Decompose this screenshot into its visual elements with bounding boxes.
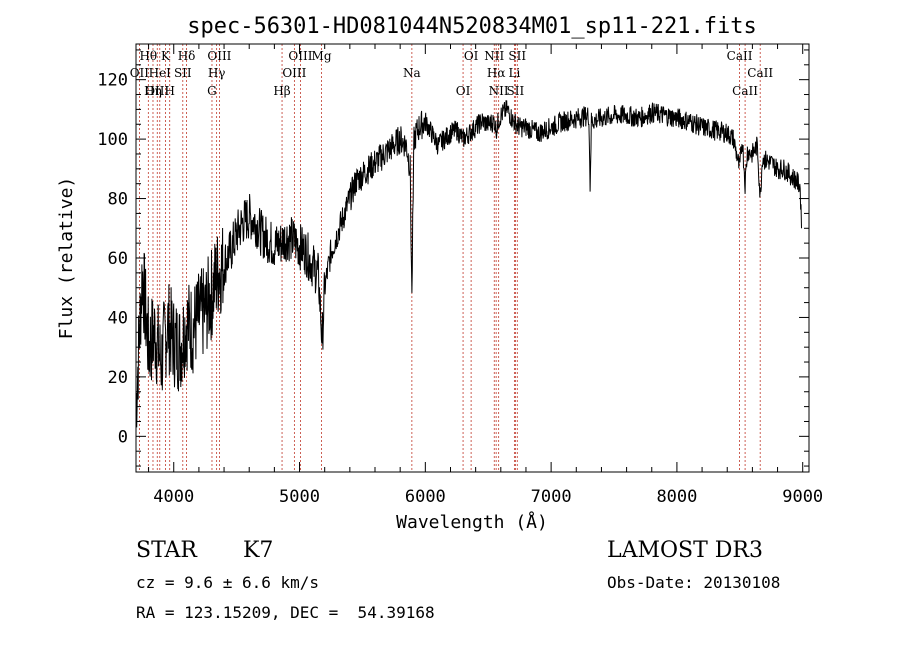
spectral-line-label: OI: [456, 84, 471, 98]
y-tick-label: 0: [118, 427, 128, 447]
spectral-line-label: SII: [508, 49, 526, 63]
flux-series-line: [135, 100, 802, 428]
x-tick-label: 6000: [405, 487, 446, 507]
spectral-line-label: Hα: [487, 66, 506, 80]
spectral-line-label: CaII: [747, 66, 773, 80]
spectral-line-label: HeI: [149, 66, 172, 80]
y-tick-label: 40: [108, 308, 128, 328]
x-tick-label: 4000: [153, 487, 194, 507]
x-tick-label: 5000: [279, 487, 320, 507]
x-axis-label: Wavelength (Å): [396, 511, 548, 533]
subclass: K7: [243, 538, 274, 563]
spectral-line-label: Hη: [144, 84, 162, 98]
spectral-line-label: H: [164, 84, 174, 98]
spectral-line-label: CaII: [732, 84, 758, 98]
spectral-line-label: OIII: [288, 49, 312, 63]
spectral-line-label: SII: [174, 66, 192, 80]
x-axis: 4000 5000 6000 7000 8000 9000: [148, 44, 823, 507]
spectral-line-label: Hδ: [178, 49, 196, 63]
spectral-line-label: K: [161, 49, 171, 63]
obs-date: Obs-Date: 20130108: [607, 573, 781, 592]
spectral-line-label: CaII: [727, 49, 753, 63]
spectral-line-label: OIII: [207, 49, 231, 63]
spectral-line-label: OII: [130, 66, 150, 80]
y-tick-label: 60: [108, 249, 128, 269]
x-tick-label: 7000: [531, 487, 572, 507]
survey-label: LAMOST DR3: [607, 538, 763, 563]
spectral-line-label: Mg: [312, 49, 332, 63]
redshift-text: cz = 9.6 ± 6.6 km/s: [136, 573, 320, 592]
y-axis: 0 20 40 60 80 100 120: [97, 49, 809, 467]
x-tick-label: 9000: [782, 487, 823, 507]
spectral-line-label: Na: [403, 66, 421, 80]
y-axis-label: Flux (relative): [56, 177, 77, 340]
spectral-line-labels: HθOIIOIIIKHeIHηHδSIIHOIIIHγGOIIIOIIIHβMg…: [130, 49, 774, 98]
spectral-line-label: OIII: [145, 84, 169, 98]
spectral-line-label: Hβ: [273, 84, 290, 98]
object-type: STAR: [136, 538, 197, 563]
spectral-line-label: OI: [464, 49, 479, 63]
y-tick-label: 100: [97, 130, 128, 150]
spectral-line-label: Hγ: [208, 66, 226, 80]
spectral-line-label: G: [207, 84, 217, 98]
spectral-line-label: OIII: [282, 66, 306, 80]
y-tick-label: 80: [108, 190, 128, 210]
y-tick-label: 20: [108, 368, 128, 388]
plot-frame: [135, 43, 810, 473]
chart-title: spec-56301-HD081044N520834M01_sp11-221.f…: [187, 14, 757, 39]
coordinates-text: RA = 123.15209, DEC = 54.39168: [136, 603, 435, 622]
spectral-line-label: NII: [484, 49, 504, 63]
spectral-line-label: Hθ: [139, 49, 157, 63]
spectral-line-label: SII: [507, 84, 525, 98]
x-tick-label: 8000: [656, 487, 697, 507]
spectral-line-markers: [138, 44, 761, 472]
y-tick-label: 120: [97, 71, 128, 91]
spectral-line-label: NII: [489, 84, 509, 98]
spectral-line-label: Li: [508, 66, 520, 80]
series-layer: [135, 100, 802, 428]
